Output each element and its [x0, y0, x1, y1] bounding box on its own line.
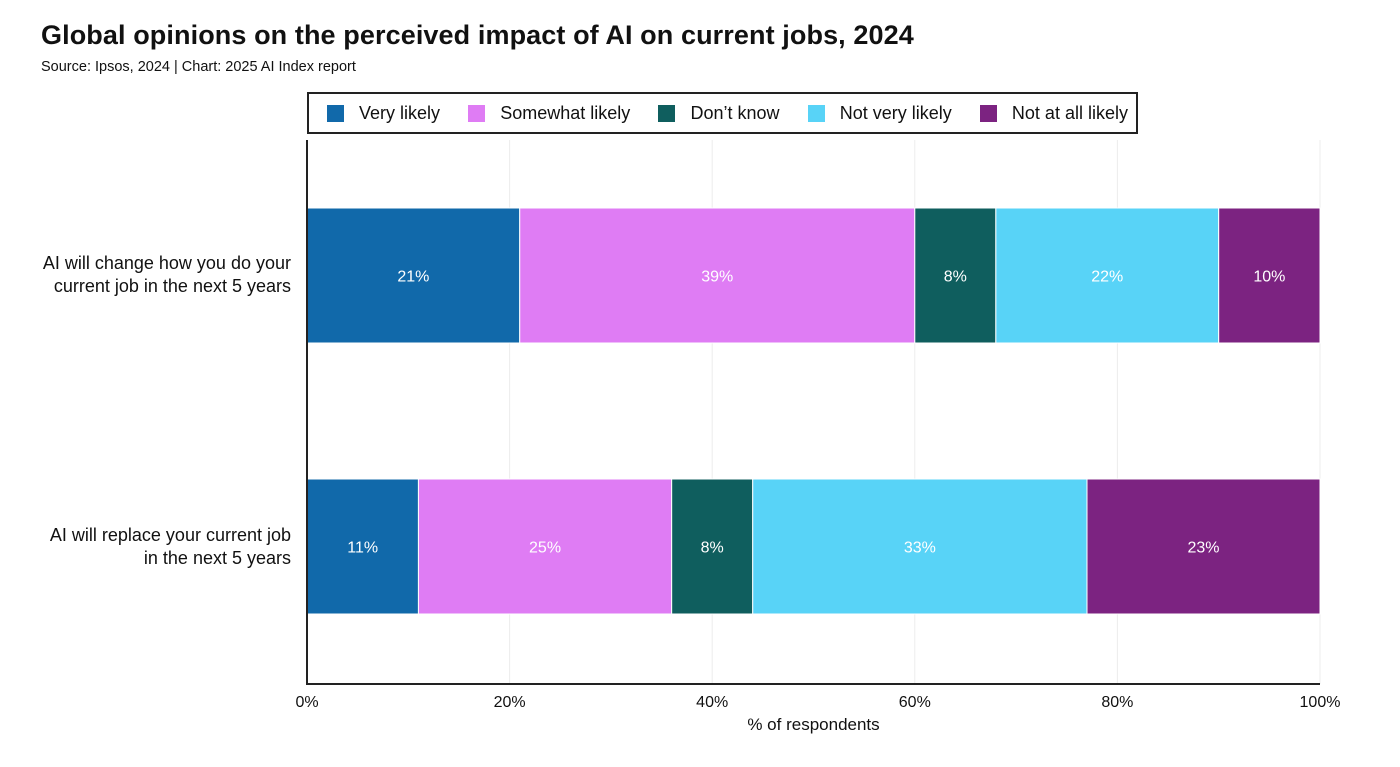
category-label-change-job: AI will change how you do your current j…	[1, 252, 291, 298]
category-label-line: current job in the next 5 years	[53, 276, 291, 296]
legend-label-not-very-likely: Not very likely	[839, 102, 952, 123]
legend-swatch-somewhat-likely	[468, 104, 486, 122]
bar-segment	[752, 478, 1088, 615]
data-label: 39%	[701, 269, 733, 286]
category-label-replace-job: AI will replace your current job in the …	[1, 524, 291, 570]
x-tick-label: 20%	[494, 694, 526, 711]
legend-label-very-likely: Very likely	[359, 102, 441, 123]
bar-segment	[914, 207, 997, 344]
legend-item-not-very-likely: Not very likely	[807, 102, 952, 124]
x-axis-title: % of respondents	[747, 715, 879, 734]
x-tick-label: 0%	[295, 694, 318, 711]
data-label: 25%	[529, 540, 561, 557]
category-label-line: AI will change how you do your	[42, 253, 291, 273]
legend-swatch-very-likely	[327, 104, 344, 122]
legend-item-not-at-all-likely: Not at all likely	[979, 102, 1128, 124]
legend-swatch-not-very-likely	[807, 104, 825, 122]
category-label-line: in the next 5 years	[143, 548, 291, 568]
data-label: 22%	[1091, 269, 1123, 286]
x-tick-label: 40%	[696, 694, 728, 711]
data-label: 10%	[1253, 269, 1285, 286]
legend: Very likely Somewhat likely Don’t know N…	[307, 92, 1138, 134]
data-label: 21%	[397, 269, 429, 286]
legend-label-somewhat-likely: Somewhat likely	[500, 102, 631, 123]
data-label: 23%	[1187, 540, 1219, 557]
bar-segment	[995, 207, 1220, 344]
bar-segment	[519, 207, 916, 344]
chart-subtitle: Source: Ipsos, 2024 | Chart: 2025 AI Ind…	[41, 59, 356, 75]
data-label: 11%	[347, 540, 378, 557]
x-tick-label: 60%	[899, 694, 931, 711]
legend-item-very-likely: Very likely	[327, 103, 440, 124]
category-label-line: AI will replace your current job	[49, 525, 291, 545]
legend-item-somewhat-likely: Somewhat likely	[468, 103, 630, 124]
legend-label-not-at-all-likely: Not at all likely	[1011, 102, 1128, 123]
bar-segment	[1086, 478, 1321, 615]
chart-title: Global opinions on the perceived impact …	[41, 20, 914, 50]
legend-item-dont-know: Don’t know	[658, 102, 780, 124]
bar-segment	[1218, 207, 1321, 344]
data-label: 8%	[701, 540, 724, 557]
x-tick-label: 100%	[1300, 694, 1341, 711]
legend-label-dont-know: Don’t know	[690, 102, 780, 123]
x-tick-label: 80%	[1101, 694, 1133, 711]
data-label: 8%	[944, 269, 967, 286]
legend-swatch-dont-know	[658, 104, 676, 122]
legend-swatch-not-at-all-likely	[979, 104, 997, 122]
data-label: 33%	[904, 540, 936, 557]
bar-segment	[306, 478, 419, 615]
bar-segment	[417, 478, 673, 615]
